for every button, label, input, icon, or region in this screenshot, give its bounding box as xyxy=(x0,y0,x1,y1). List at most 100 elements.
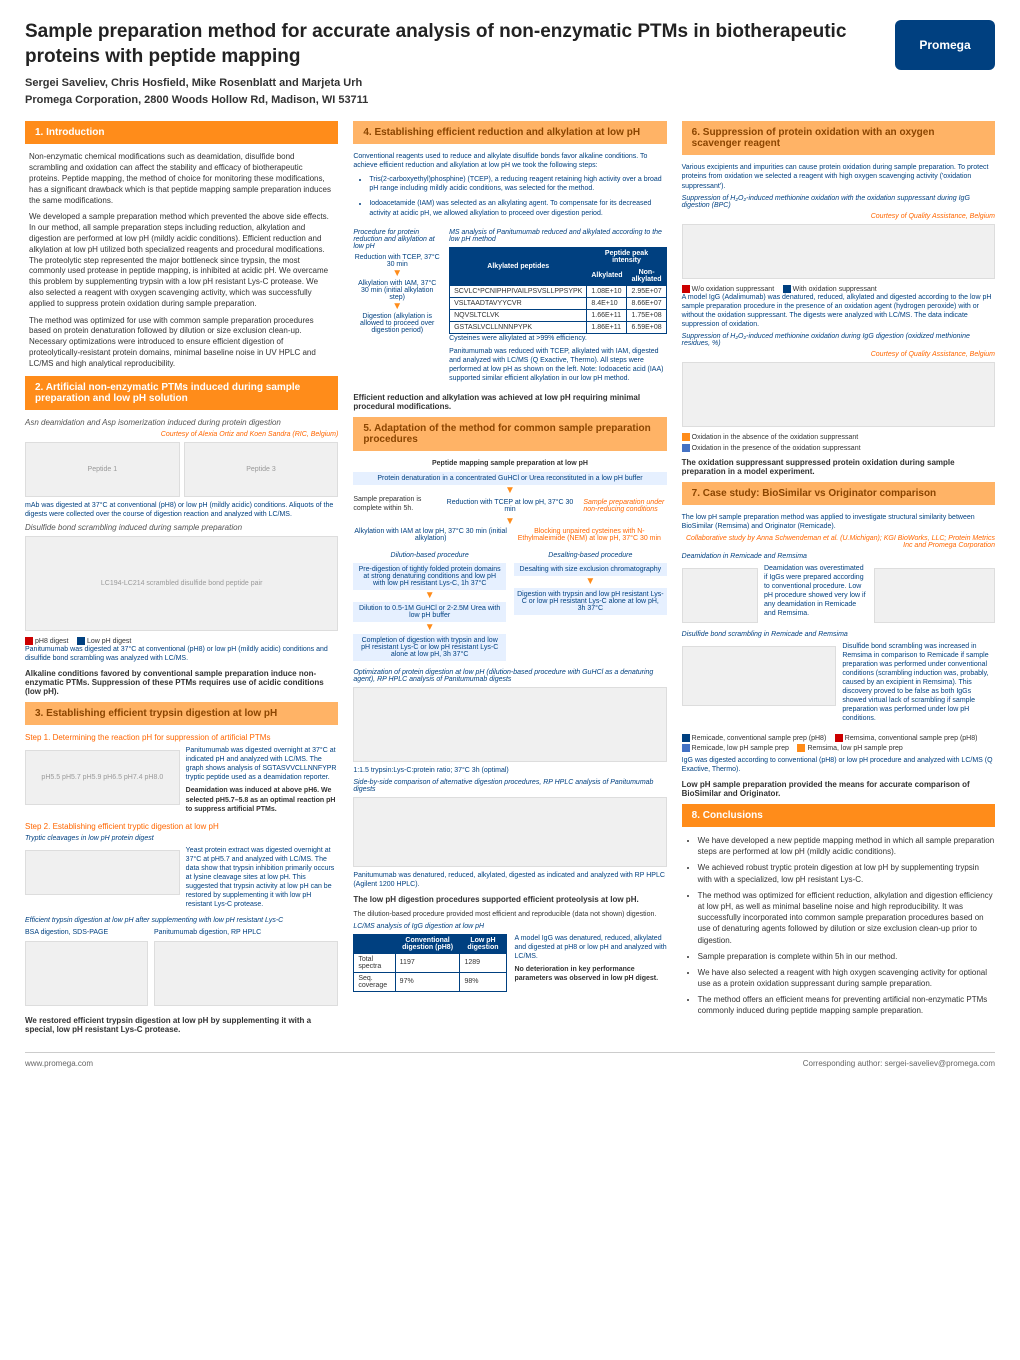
s5-desalt2: Digestion with trypsin and low pH resist… xyxy=(514,588,667,615)
th: Conventional digestion (pH8) xyxy=(395,934,460,953)
section-7-header: 7. Case study: BioSimilar vs Originator … xyxy=(682,482,995,505)
poster-root: Sample preparation method for accurate a… xyxy=(0,0,1020,1088)
s2-sub1: Asn deamidation and Asp isomerization in… xyxy=(25,418,338,427)
s5-dil3: Completion of digestion with trypsin and… xyxy=(353,634,506,661)
header: Sample preparation method for accurate a… xyxy=(25,20,995,106)
section-3-header: 3. Establishing efficient trypsin digest… xyxy=(25,702,338,725)
s7-sub1: Deamidation in Remicade and Remsima xyxy=(682,553,995,560)
s5-dil-col: Dilution-based procedure Pre-digestion o… xyxy=(353,548,506,663)
s5-lcms-bold: No deterioration in key performance para… xyxy=(515,965,667,983)
s6-chart2 xyxy=(682,362,995,427)
s4-row: Procedure for protein reduction and alky… xyxy=(353,225,666,387)
s7-chart1b xyxy=(874,568,995,623)
s5-dil-head: Dilution-based procedure xyxy=(353,552,506,559)
legend-item: Oxidation in the absence of the oxidatio… xyxy=(682,433,859,441)
chart-label: Peptide 3 xyxy=(246,466,276,473)
s5-tcep-row: Sample preparation is complete within 5h… xyxy=(353,495,666,517)
col-2: 4. Establishing efficient reduction and … xyxy=(353,121,666,1040)
s7-conclusion: Low pH sample preparation provided the m… xyxy=(682,780,995,798)
s7-text1: Deamidation was overestimated if IgGs we… xyxy=(764,564,868,623)
s5-sidebyside: Side-by-side comparison of alternative d… xyxy=(353,779,666,793)
legend-item: Remsima, low pH sample prep xyxy=(797,744,902,752)
s5-left-note: Sample preparation is complete within 5h… xyxy=(353,495,436,513)
legend-sq xyxy=(682,444,690,452)
s5-flow-title: Peptide mapping sample preparation at lo… xyxy=(353,459,666,468)
s2-charts-row: Peptide 1 Peptide 3 xyxy=(25,438,338,501)
columns: 1. Introduction Non-enzymatic chemical m… xyxy=(25,121,995,1040)
s7-legend: Remicade, conventional sample prep (pH8)… xyxy=(682,732,995,752)
th: Peptide peak intensity xyxy=(587,247,666,266)
s2-legend: pH8 digest Low pH digest xyxy=(25,635,338,645)
s4-b2: Iodoacetamide (IAM) was selected as an a… xyxy=(369,199,666,219)
arrow-icon: ▼ xyxy=(353,592,506,600)
s2-scramble-chart: LC194-LC214 scrambled disulfide bond pep… xyxy=(25,536,338,631)
s8-item: The method offers an efficient means for… xyxy=(698,994,995,1016)
s3-hplc-box: Panitumumab digestion, RP HPLC xyxy=(154,928,338,1010)
s5-tcep: Reduction with TCEP at low pH, 37°C 30 m… xyxy=(441,499,580,513)
s3-step1-row: pH5.5 pH5.7 pH5.9 pH6.5 pH7.4 pH8.0 Pani… xyxy=(25,746,338,818)
s3-step1-text-box: Panitumumab was digested overnight at 37… xyxy=(186,746,339,818)
s8-item: We have developed a new peptide mapping … xyxy=(698,835,995,857)
s3-step2-row: Yeast protein extract was digested overn… xyxy=(25,846,338,914)
legend-sq xyxy=(783,285,791,293)
s5-sbs-caption: Panitumumab was denatured, reduced, alky… xyxy=(353,871,666,889)
s5-conclusion1: The low pH digestion procedures supporte… xyxy=(353,895,666,904)
header-text: Sample preparation method for accurate a… xyxy=(25,20,895,106)
table-row: VSLTAADTAVYYCVR8.4E+108.66E+07 xyxy=(450,297,667,309)
s5-right-note: Sample preparation under non-reducing co… xyxy=(583,499,666,513)
arrow-icon: ▼ xyxy=(353,303,441,311)
s6-legend2: Oxidation in the absence of the oxidatio… xyxy=(682,431,995,451)
s4-table-note: Cysteines were alkylated at >99% efficie… xyxy=(449,334,667,343)
legend-item: Remicade, low pH sample prep xyxy=(682,744,789,752)
legend-sq xyxy=(682,744,690,752)
s5-top: Protein denaturation in a concentrated G… xyxy=(353,472,666,485)
s6-chart2-title: Suppression of H₂O₂-induced methionine o… xyxy=(682,333,995,347)
legend-label: Oxidation in the absence of the oxidatio… xyxy=(692,434,859,441)
s7-chart1a xyxy=(682,568,758,623)
arrow-icon: ▼ xyxy=(353,487,666,495)
col-1: 1. Introduction Non-enzymatic chemical m… xyxy=(25,121,338,1040)
s3-step2-chart xyxy=(25,850,180,895)
col-3: 6. Suppression of protein oxidation with… xyxy=(682,121,995,1040)
s7-row1: Deamidation was overestimated if IgGs we… xyxy=(682,564,995,627)
s6-chart1-title: Suppression of H₂O₂-induced methionine o… xyxy=(682,195,995,209)
th: Alkylated xyxy=(587,266,627,285)
s3-step1-bold: Deamidation was induced at above pH6. We… xyxy=(186,786,339,813)
legend-label: Remsima, conventional sample prep (pH8) xyxy=(845,735,978,742)
s4-b1: Tris(2-carboxyethyl)phosphine) (TCEP), a… xyxy=(369,175,666,195)
table-row: SCVLC*PCNIPHPIVAILPSVSLLPPSYPK1.08E+102.… xyxy=(450,285,667,297)
s5-lcms-table: Conventional digestion (pH8)Low pH diges… xyxy=(353,934,506,992)
legend-ph8: pH8 digest xyxy=(25,637,68,645)
legend-item: Oxidation in the presence of the oxidati… xyxy=(682,444,861,452)
s6-chart1 xyxy=(682,224,995,279)
s6-conclusion: The oxidation suppressant suppressed pro… xyxy=(682,458,995,476)
legend-sq-navy xyxy=(77,637,85,645)
s5-opt-title: Optimization of protein digestion at low… xyxy=(353,669,666,683)
s5-lcms-caption: A model IgG was denatured, reduced, alky… xyxy=(515,934,667,961)
s6-courtesy: Courtesy of Quality Assistance, Belgium xyxy=(682,213,995,220)
arrow-icon: ▼ xyxy=(353,518,666,526)
s4-table: Alkylated peptidesPeptide peak intensity… xyxy=(449,247,667,334)
legend-item: Remsima, conventional sample prep (pH8) xyxy=(835,734,978,742)
legend-label: With oxidation suppressant xyxy=(793,286,877,293)
table-row: GSTASLVCLLNNNPYPK1.86E+116.59E+08 xyxy=(450,321,667,333)
section-6-header: 6. Suppression of protein oxidation with… xyxy=(682,121,995,155)
footer: www.promega.com Corresponding author: se… xyxy=(25,1052,995,1068)
s2-conclusion: Alkaline conditions favored by conventio… xyxy=(25,669,338,696)
s3-step1: Step 1. Determining the reaction pH for … xyxy=(25,733,338,742)
legend-sq xyxy=(682,734,690,742)
promega-logo: Promega xyxy=(895,20,995,70)
section-8-header: 8. Conclusions xyxy=(682,804,995,827)
s4-caption: Panitumumab was reduced with TCEP, alkyl… xyxy=(449,347,667,383)
footer-url: www.promega.com xyxy=(25,1059,93,1068)
legend-sq xyxy=(682,285,690,293)
s2-chart-peptide1: Peptide 1 xyxy=(25,442,180,497)
s8-list: We have developed a new peptide mapping … xyxy=(682,835,995,1017)
s3-hplc-chart xyxy=(154,941,338,1006)
th: Alkylated peptides xyxy=(450,247,587,285)
s5-dil2: Dilution to 0.5-1M GuHCl or 2-2.5M Urea … xyxy=(353,602,506,622)
s3-gel-box: BSA digestion, SDS-PAGE xyxy=(25,928,148,1010)
section-2-header: 2. Artificial non-enzymatic PTMs induced… xyxy=(25,376,338,410)
table-row: Total spectra11971289 xyxy=(354,953,506,972)
s5-conclusion1b: The dilution-based procedure provided mo… xyxy=(353,910,666,919)
